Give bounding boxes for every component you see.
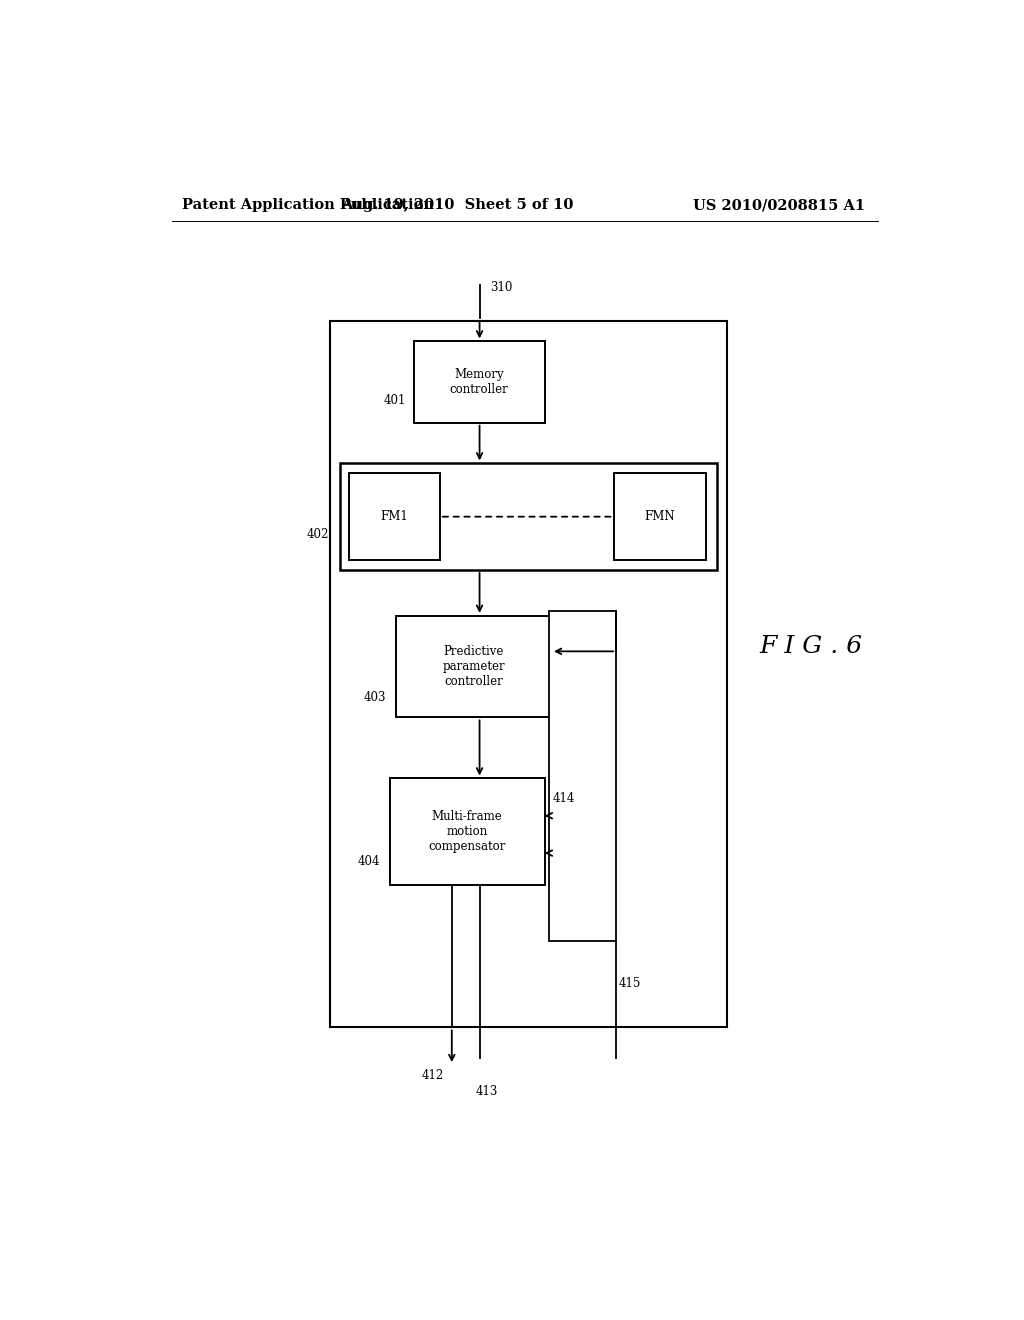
Text: 404: 404: [357, 855, 380, 869]
Text: Patent Application Publication: Patent Application Publication: [182, 198, 434, 213]
Text: F I G . 6: F I G . 6: [759, 635, 862, 657]
Text: 401: 401: [383, 393, 406, 407]
Text: Predictive
parameter
controller: Predictive parameter controller: [442, 645, 505, 688]
Bar: [614, 474, 706, 560]
Bar: [414, 342, 545, 422]
Text: 414: 414: [553, 792, 574, 805]
Bar: [331, 321, 727, 1027]
Bar: [549, 611, 616, 941]
Text: Memory
controller: Memory controller: [450, 368, 509, 396]
Bar: [390, 779, 545, 886]
Bar: [340, 463, 717, 570]
Text: US 2010/0208815 A1: US 2010/0208815 A1: [692, 198, 865, 213]
Text: FMN: FMN: [645, 511, 676, 523]
Text: 412: 412: [422, 1069, 443, 1081]
Bar: [396, 615, 551, 718]
Text: 403: 403: [364, 690, 386, 704]
Text: 310: 310: [489, 281, 512, 294]
Text: Multi-frame
motion
compensator: Multi-frame motion compensator: [429, 810, 506, 853]
Bar: [348, 474, 440, 560]
Text: 415: 415: [618, 977, 641, 990]
Text: FM1: FM1: [380, 511, 409, 523]
Text: 413: 413: [475, 1085, 498, 1098]
Text: Aug. 19, 2010  Sheet 5 of 10: Aug. 19, 2010 Sheet 5 of 10: [341, 198, 573, 213]
Text: 402: 402: [306, 528, 329, 541]
